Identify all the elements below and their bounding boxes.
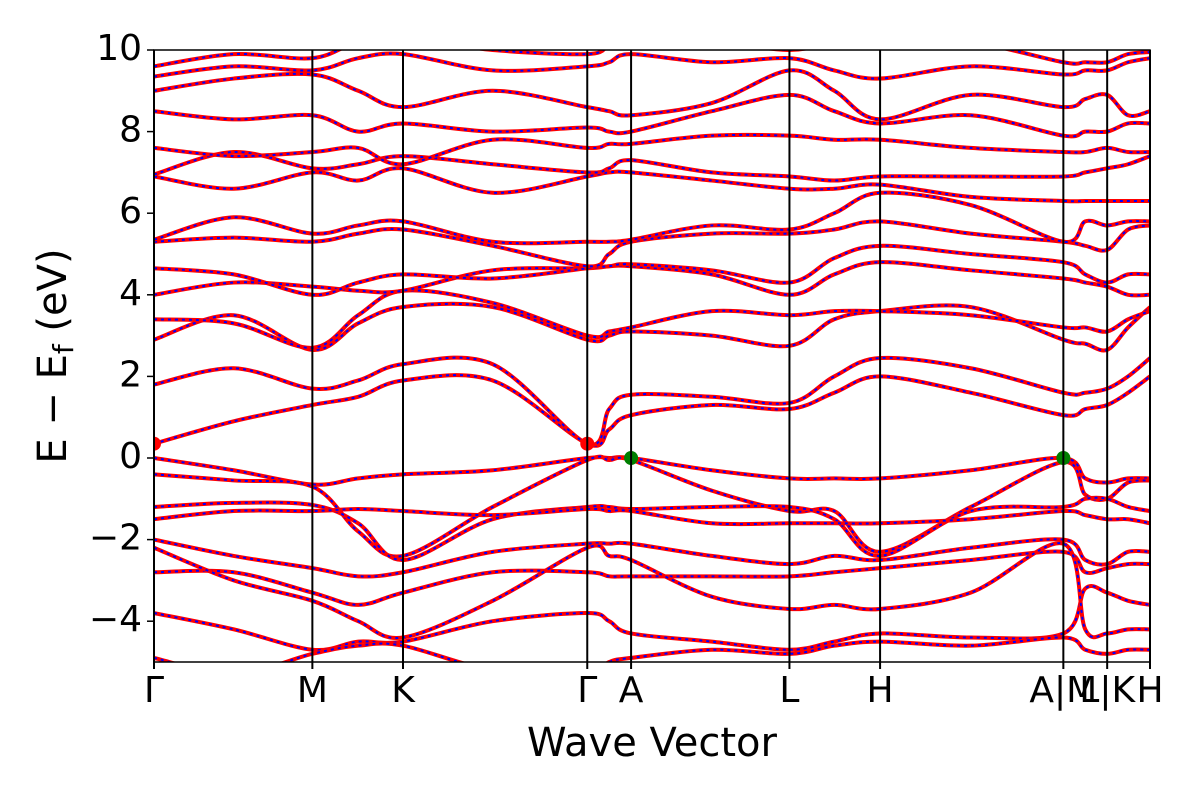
x-tick-label: M bbox=[297, 670, 328, 711]
y-tick-label: 2 bbox=[119, 354, 142, 395]
band-overlay bbox=[154, 133, 1150, 166]
y-axis-label: E − Ef (eV) bbox=[30, 248, 80, 463]
y-tick-label: −2 bbox=[89, 518, 142, 559]
band-overlay bbox=[154, 191, 1150, 245]
y-tick-label: −4 bbox=[89, 599, 142, 640]
y-tick-label: 4 bbox=[119, 273, 142, 314]
x-tick-label: H bbox=[1136, 670, 1163, 711]
band-overlay bbox=[154, 52, 1150, 80]
y-label-sub: f bbox=[47, 343, 80, 354]
y-label-unit: (eV) bbox=[30, 248, 76, 344]
band-overlay bbox=[154, 244, 1150, 296]
band-overlay bbox=[154, 167, 1150, 203]
x-tick-label: Γ bbox=[144, 670, 164, 711]
x-tick-label: A bbox=[619, 670, 644, 711]
band-overlay bbox=[154, 220, 1150, 268]
band-line bbox=[154, 288, 1150, 350]
band-overlay bbox=[154, 374, 1150, 447]
band-overlay bbox=[154, 261, 1150, 297]
band-overlay bbox=[154, 93, 1150, 138]
x-tick-label: K bbox=[391, 670, 416, 711]
x-tick-label: L|K bbox=[1079, 670, 1136, 711]
band-overlay bbox=[154, 455, 1150, 558]
x-tick-label: A|M bbox=[1029, 670, 1097, 711]
y-tick-label: 10 bbox=[96, 28, 142, 69]
band-line bbox=[154, 455, 1150, 487]
x-tick-label: L bbox=[779, 670, 799, 711]
special-point bbox=[154, 436, 161, 451]
band-line bbox=[154, 584, 1150, 653]
band-overlay bbox=[154, 496, 1150, 562]
x-axis-label: Wave Vector bbox=[527, 720, 778, 766]
band-overlay bbox=[154, 302, 1150, 352]
band-overlay bbox=[154, 356, 1150, 446]
band-overlay bbox=[154, 150, 1150, 182]
band-overlay bbox=[154, 550, 1150, 606]
y-tick-label: 8 bbox=[119, 110, 142, 151]
y-label-main: E − E bbox=[30, 354, 76, 464]
plot-area bbox=[154, 50, 1150, 662]
y-tick-label: 6 bbox=[119, 191, 142, 232]
x-tick-label: H bbox=[867, 670, 894, 711]
band-line bbox=[154, 50, 1150, 69]
y-tick-label: 0 bbox=[119, 436, 142, 477]
band-overlay bbox=[154, 542, 1150, 640]
band-line bbox=[154, 635, 1150, 662]
x-tick-label: Γ bbox=[577, 670, 597, 711]
band-line bbox=[154, 68, 1150, 122]
band-overlay bbox=[154, 538, 1150, 578]
band-overlay bbox=[154, 507, 1150, 526]
